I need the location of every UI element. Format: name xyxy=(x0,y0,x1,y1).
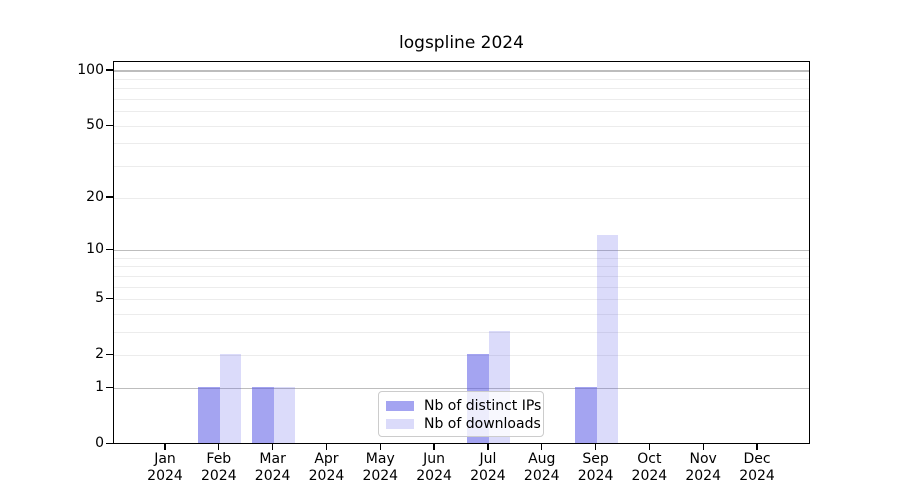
y-tick-mark xyxy=(106,353,113,356)
legend-entry-downloads: Nb of downloads xyxy=(386,415,541,432)
legend-entry-distinct-ips: Nb of distinct IPs xyxy=(386,397,541,414)
y-gridline-minor xyxy=(114,125,809,127)
x-tick-mark xyxy=(433,443,435,450)
y-gridline-minor xyxy=(114,257,809,259)
x-tick-mark xyxy=(379,443,381,450)
y-gridline-minor xyxy=(114,355,809,357)
x-tick-label: Jun 2024 xyxy=(416,450,452,484)
x-tick-label: Apr 2024 xyxy=(308,450,345,484)
x-tick-label: Sep 2024 xyxy=(577,450,614,484)
y-tick-label: 20 xyxy=(86,188,104,205)
y-tick-label: 10 xyxy=(86,240,104,257)
y-gridline-minor xyxy=(114,111,809,113)
y-tick-label: 50 xyxy=(86,116,104,133)
x-tick-mark xyxy=(702,443,704,450)
x-tick-label: Oct 2024 xyxy=(631,450,668,484)
x-tick-mark xyxy=(648,443,651,450)
y-gridline-minor xyxy=(114,275,809,277)
plot-area xyxy=(113,61,810,444)
bar-distinct-ips xyxy=(252,386,274,443)
y-tick-label: 2 xyxy=(95,346,104,363)
x-tick-label: Aug 2024 xyxy=(523,450,560,484)
y-gridline-major xyxy=(114,249,809,252)
bar-downloads xyxy=(219,354,242,443)
bar-distinct-ips xyxy=(575,386,597,443)
y-tick-mark xyxy=(106,442,113,445)
x-tick-mark xyxy=(487,443,489,450)
bar-distinct-ips xyxy=(198,386,220,443)
x-tick-mark xyxy=(756,443,758,450)
x-tick-mark xyxy=(164,443,166,450)
y-gridline-minor xyxy=(114,266,809,268)
x-tick-label: Nov 2024 xyxy=(685,450,721,484)
y-tick-label: 5 xyxy=(95,289,104,306)
chart-title: logspline 2024 xyxy=(399,33,524,53)
y-gridline-minor xyxy=(114,286,809,288)
x-tick-mark xyxy=(541,443,543,450)
x-tick-label: Feb 2024 xyxy=(200,450,237,484)
y-tick-label: 0 xyxy=(95,435,104,451)
x-tick-mark xyxy=(325,443,328,450)
x-tick-mark xyxy=(271,443,274,450)
y-gridline-minor xyxy=(114,298,809,300)
x-tick-label: Dec 2024 xyxy=(739,450,775,484)
bar-downloads xyxy=(273,386,296,443)
y-gridline-minor xyxy=(114,143,809,145)
x-tick-label: Jan 2024 xyxy=(147,450,183,484)
grid-layer xyxy=(114,62,809,443)
x-tick-label: Mar 2024 xyxy=(254,450,291,484)
y-tick-label: 1 xyxy=(95,378,104,395)
y-gridline-major xyxy=(114,70,809,72)
y-tick-label: 100 xyxy=(77,61,104,78)
legend-label-distinct-ips: Nb of distinct IPs xyxy=(424,397,542,414)
y-gridline-minor xyxy=(114,331,809,333)
y-gridline-minor xyxy=(114,313,809,315)
y-tick-mark xyxy=(106,248,113,251)
bars-layer xyxy=(114,62,809,443)
y-gridline-minor xyxy=(114,197,809,199)
legend-swatch-downloads xyxy=(386,418,414,429)
bar-downloads xyxy=(596,235,619,443)
y-tick-mark xyxy=(106,386,113,389)
y-tick-mark xyxy=(106,297,113,300)
y-gridline-minor xyxy=(114,99,809,101)
y-gridline-major xyxy=(114,387,809,390)
legend: Nb of distinct IPs Nb of downloads xyxy=(378,391,544,437)
x-tick-label: May 2024 xyxy=(362,450,399,484)
legend-swatch-distinct-ips xyxy=(386,400,414,411)
y-gridline-minor xyxy=(114,78,809,80)
x-tick-label: Jul 2024 xyxy=(470,450,506,484)
legend-label-downloads: Nb of downloads xyxy=(424,415,541,432)
x-tick-mark xyxy=(218,443,220,450)
x-tick-mark xyxy=(594,443,597,450)
y-tick-mark xyxy=(106,124,113,126)
y-tick-mark xyxy=(106,69,113,71)
y-gridline-minor xyxy=(114,166,809,168)
y-tick-mark xyxy=(106,196,113,198)
y-gridline-minor xyxy=(114,88,809,90)
